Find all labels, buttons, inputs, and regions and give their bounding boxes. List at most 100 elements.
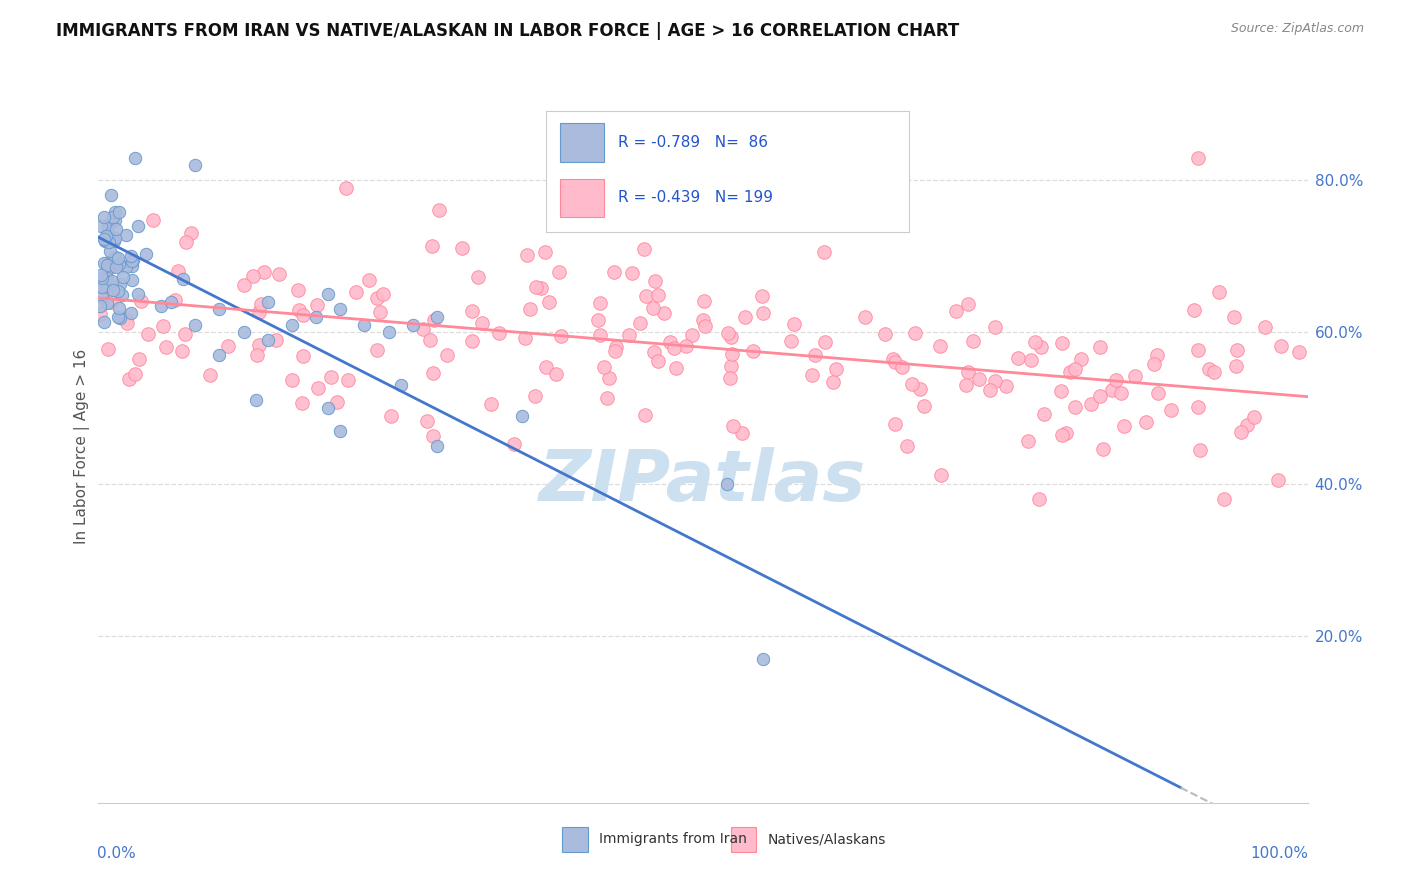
Point bbox=[516, 248, 538, 262]
Point bbox=[141, 213, 163, 227]
Point bbox=[149, 299, 172, 313]
Point bbox=[121, 259, 143, 273]
Point bbox=[436, 348, 458, 362]
Text: 0.0%: 0.0% bbox=[97, 846, 136, 861]
Point bbox=[247, 304, 270, 318]
Point bbox=[652, 305, 675, 319]
Point bbox=[1223, 310, 1246, 324]
Point bbox=[908, 382, 931, 396]
Point bbox=[823, 375, 845, 389]
Point bbox=[359, 273, 381, 287]
Point bbox=[617, 327, 640, 342]
Point bbox=[1142, 358, 1164, 372]
Point bbox=[124, 151, 146, 165]
Point bbox=[97, 220, 120, 235]
Point bbox=[1101, 383, 1123, 397]
Point bbox=[419, 333, 441, 347]
Point bbox=[734, 310, 756, 324]
Point bbox=[93, 315, 115, 329]
Point bbox=[173, 326, 195, 341]
Point bbox=[422, 429, 444, 443]
Text: IMMIGRANTS FROM IRAN VS NATIVE/ALASKAN IN LABOR FORCE | AGE > 16 CORRELATION CHA: IMMIGRANTS FROM IRAN VS NATIVE/ALASKAN I… bbox=[56, 22, 959, 40]
Point bbox=[1208, 285, 1230, 300]
Point bbox=[804, 348, 827, 362]
Point bbox=[416, 414, 439, 428]
Point bbox=[246, 348, 269, 362]
Point bbox=[108, 257, 131, 271]
Point bbox=[681, 327, 703, 342]
Point bbox=[647, 288, 669, 302]
Point bbox=[461, 304, 484, 318]
Point bbox=[1254, 320, 1277, 334]
Point bbox=[112, 270, 135, 285]
Point bbox=[647, 354, 669, 368]
Point bbox=[738, 128, 761, 142]
Point bbox=[720, 330, 742, 344]
Point bbox=[1147, 385, 1170, 400]
Point bbox=[89, 307, 111, 321]
Point bbox=[824, 362, 846, 376]
Point bbox=[873, 327, 896, 342]
Point bbox=[103, 283, 125, 297]
Point bbox=[321, 370, 343, 384]
Point bbox=[813, 244, 835, 259]
Point bbox=[120, 249, 142, 263]
Point bbox=[184, 158, 207, 172]
Point bbox=[366, 343, 388, 358]
Point bbox=[929, 339, 952, 353]
Point bbox=[427, 202, 450, 217]
Point bbox=[1123, 369, 1146, 384]
Point bbox=[97, 261, 120, 276]
Point bbox=[1198, 361, 1220, 376]
Point bbox=[100, 294, 122, 309]
Point bbox=[326, 395, 349, 409]
Point bbox=[420, 239, 443, 253]
Point bbox=[245, 393, 267, 408]
Point bbox=[665, 361, 688, 376]
Point bbox=[96, 258, 118, 272]
Point bbox=[1225, 359, 1247, 373]
Point bbox=[586, 313, 609, 327]
Point bbox=[550, 329, 572, 343]
Point bbox=[1007, 351, 1029, 365]
Point bbox=[329, 302, 352, 317]
Point bbox=[467, 270, 489, 285]
Point bbox=[1064, 361, 1087, 376]
Point bbox=[198, 368, 221, 382]
Point bbox=[1059, 365, 1081, 379]
Point bbox=[108, 301, 131, 315]
Point bbox=[1017, 434, 1039, 448]
Point bbox=[1114, 419, 1136, 434]
Point bbox=[882, 351, 904, 366]
Point bbox=[595, 392, 617, 406]
Point bbox=[675, 339, 697, 353]
Point bbox=[658, 334, 681, 349]
Point bbox=[114, 260, 136, 275]
Point bbox=[97, 217, 120, 231]
Point bbox=[172, 272, 194, 286]
Point bbox=[91, 279, 114, 293]
Point bbox=[208, 302, 231, 317]
Point bbox=[121, 273, 143, 287]
Point bbox=[135, 247, 157, 261]
Point bbox=[107, 284, 129, 298]
Point bbox=[1050, 335, 1073, 350]
Point bbox=[544, 367, 567, 381]
Point bbox=[100, 260, 122, 274]
Point bbox=[1054, 426, 1077, 441]
Point bbox=[167, 264, 190, 278]
Point bbox=[90, 290, 112, 304]
Point bbox=[89, 300, 111, 314]
Point bbox=[461, 334, 484, 349]
Point bbox=[336, 372, 359, 386]
Point bbox=[1088, 389, 1111, 403]
Point bbox=[903, 326, 925, 340]
Point bbox=[174, 235, 197, 249]
Point bbox=[101, 210, 124, 224]
Point bbox=[107, 310, 129, 324]
Point bbox=[589, 295, 612, 310]
Point bbox=[896, 439, 918, 453]
Point bbox=[426, 310, 449, 324]
Point bbox=[983, 320, 1005, 334]
Point bbox=[695, 318, 717, 333]
